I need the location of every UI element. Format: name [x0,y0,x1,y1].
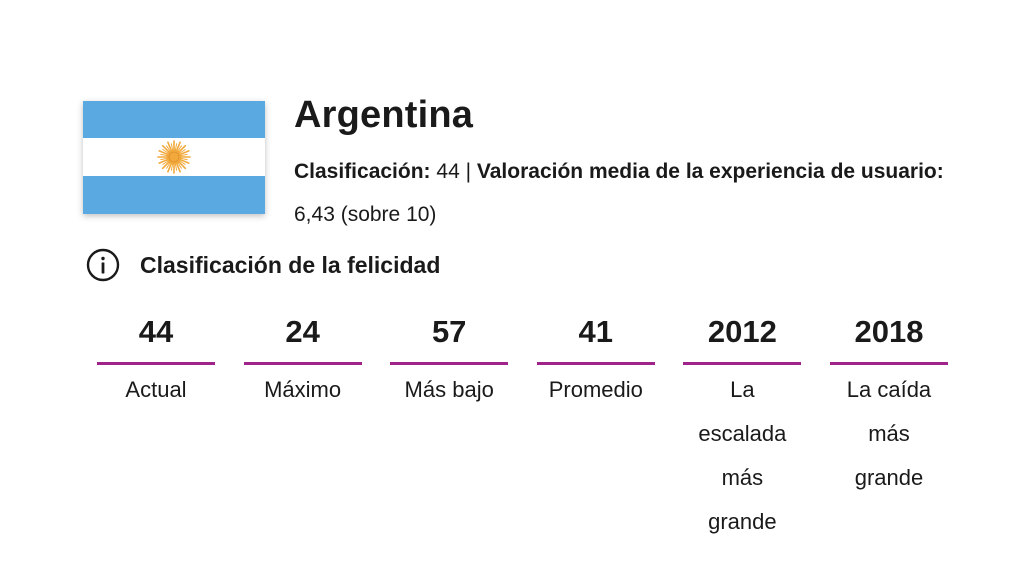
stat-label: La caída más grande [846,377,932,490]
stat-lowest: 57 Más bajo [390,312,509,544]
stat-value: 2018 [854,314,924,349]
stat-label: La escalada más grande [698,377,787,534]
rating-label: Valoración media de la experiencia de us… [476,160,944,183]
stat-biggest-drop: 2018 La caída más grande [829,312,948,544]
stat-current: 44 Actual [97,312,215,544]
stat-divider [390,362,509,365]
stat-value: 57 [431,314,467,349]
stat-value: 24 [285,314,320,349]
argentina-flag-icon [83,101,265,214]
stat-label: Promedio [548,377,643,402]
happiness-ranking-header: Clasificación de la felicidad [86,248,440,282]
country-summary: Clasificación: 44 | Valoración media de … [294,150,974,236]
rating-value: 6,43 (sobre 10) [294,203,437,226]
stat-divider [683,362,802,365]
stat-label: Actual [125,377,187,402]
stat-average: 41 Promedio [536,312,655,544]
summary-separator: | [465,160,472,183]
stat-value: 44 [138,314,174,349]
info-icon[interactable] [86,248,120,282]
flag-stripe-top [83,101,265,138]
flag-stripe-bottom [83,176,265,214]
stat-biggest-climb: 2012 La escalada más grande [683,312,802,544]
stat-value: 41 [578,314,614,349]
rank-label: Clasificación: [294,160,431,183]
stat-label: Más bajo [404,377,494,402]
stat-divider [536,362,655,365]
ranking-stats: 44 Actual 24 Máximo 57 Más bajo 41 Prome… [97,312,948,544]
rank-value: 44 [436,160,460,183]
stat-maximum: 24 Máximo [243,312,362,544]
stat-divider [243,362,362,365]
stat-value: 2012 [707,314,777,349]
stat-divider [829,362,948,365]
stat-divider [97,362,215,365]
sun-of-may-icon [157,140,191,174]
country-name: Argentina [294,94,474,136]
section-title: Clasificación de la felicidad [140,251,441,278]
stat-label: Máximo [264,377,342,402]
